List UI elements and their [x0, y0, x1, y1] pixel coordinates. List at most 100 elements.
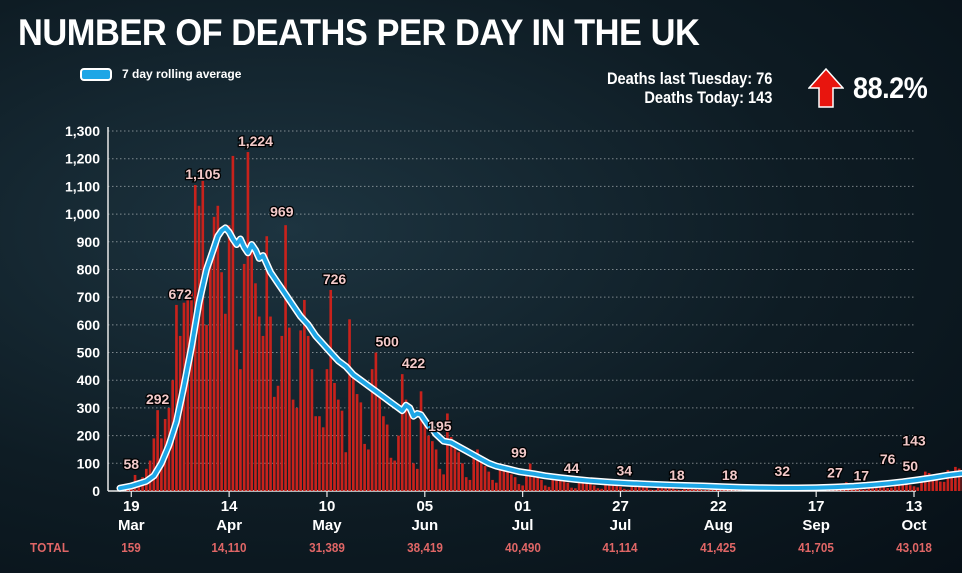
daily-bar [265, 236, 269, 491]
daily-bar [728, 490, 731, 491]
daily-bar [340, 410, 344, 491]
daily-bar [242, 263, 246, 491]
data-label: 18 [669, 467, 685, 483]
daily-bar [370, 369, 374, 491]
data-label: 50 [902, 458, 918, 474]
daily-bar [551, 478, 555, 491]
daily-bar [355, 394, 359, 491]
daily-bar [566, 482, 570, 491]
daily-bar [878, 484, 882, 491]
y-tick-label: 500 [77, 345, 101, 361]
daily-bar [483, 466, 487, 491]
daily-bar [630, 484, 634, 491]
total-value: 43,018 [896, 540, 932, 555]
y-tick-label: 400 [77, 372, 101, 388]
data-label: 58 [124, 456, 140, 472]
x-tick-month: Jul [610, 517, 632, 534]
daily-bar [291, 399, 295, 491]
y-tick-label: 100 [77, 455, 101, 471]
data-label: 143 [902, 432, 926, 448]
total-value: 40,490 [504, 540, 541, 555]
daily-bar [152, 438, 156, 491]
daily-bar [348, 319, 351, 491]
daily-bar [408, 410, 412, 491]
daily-bar [532, 471, 536, 491]
daily-bar [558, 477, 562, 491]
daily-bar [461, 463, 464, 491]
daily-bar [303, 299, 306, 491]
rolling-average-line [118, 225, 962, 491]
daily-bar [344, 452, 348, 491]
daily-bar [547, 486, 551, 491]
daily-bar [615, 485, 619, 491]
daily-bar [449, 437, 453, 491]
daily-bar [897, 485, 901, 491]
daily-bar [235, 349, 238, 491]
data-label: 99 [511, 445, 527, 461]
daily-bar [626, 489, 630, 491]
daily-bar [525, 474, 528, 491]
daily-bar [246, 152, 250, 492]
deaths-last-tuesday: Deaths last Tuesday: 76 [606, 69, 772, 88]
daily-bar [645, 486, 649, 491]
daily-bar [464, 477, 468, 491]
total-value: 41,425 [700, 540, 737, 555]
daily-bar [231, 155, 235, 491]
daily-bar [611, 484, 615, 491]
daily-bar [269, 316, 272, 491]
daily-bar [156, 410, 159, 491]
daily-bar [427, 435, 430, 491]
daily-bar [912, 486, 916, 491]
daily-bar [359, 402, 363, 491]
daily-bar [479, 457, 483, 491]
data-label: 726 [323, 271, 347, 287]
x-tick-day: 05 [416, 498, 433, 515]
chart-title: NUMBER OF DEATHS PER DAY IN THE UK [18, 12, 700, 53]
daily-bar [916, 487, 920, 491]
daily-bar [543, 485, 547, 491]
x-tick-day: 13 [906, 498, 923, 515]
daily-bar [656, 485, 660, 491]
legend-swatch-rolling-average [80, 67, 112, 81]
daily-bar [216, 205, 220, 491]
x-tick-month: Jun [411, 517, 438, 534]
daily-bar [950, 471, 953, 491]
total-value: 41,114 [602, 540, 639, 555]
daily-bar [607, 482, 611, 491]
daily-bar [272, 396, 276, 491]
daily-bar [239, 369, 242, 491]
daily-bar [637, 484, 641, 491]
daily-bar [367, 449, 370, 491]
daily-bar [905, 481, 908, 491]
daily-bar [908, 485, 912, 491]
daily-bar [288, 327, 291, 491]
daily-bar [901, 479, 905, 491]
data-label: 27 [827, 465, 843, 481]
y-tick-label: 1,200 [65, 151, 100, 167]
legend-label: 7 day rolling average [122, 67, 242, 81]
y-tick-label: 700 [77, 289, 101, 305]
daily-bar [284, 225, 287, 491]
x-tick-month: Aug [704, 517, 733, 534]
daily-bar [946, 469, 950, 491]
x-tick-day: 14 [221, 498, 238, 515]
daily-bar [442, 474, 445, 491]
daily-bar [351, 371, 355, 491]
x-tick-day: 27 [612, 498, 629, 515]
daily-bar [574, 488, 577, 491]
daily-bar [186, 297, 190, 491]
daily-bar [363, 443, 366, 491]
data-label: 1,224 [238, 133, 273, 149]
daily-bar [382, 416, 385, 491]
daily-bar [506, 471, 509, 491]
daily-bar [705, 490, 709, 491]
daily-bar [942, 481, 946, 491]
daily-bar [890, 487, 893, 491]
data-label: 672 [169, 286, 193, 302]
daily-bar [250, 241, 254, 491]
daily-bar [528, 463, 532, 491]
total-value: 159 [121, 540, 142, 555]
x-tick-day: 19 [123, 498, 140, 515]
data-label: 17 [854, 467, 870, 483]
y-tick-label: 1,000 [65, 206, 100, 222]
